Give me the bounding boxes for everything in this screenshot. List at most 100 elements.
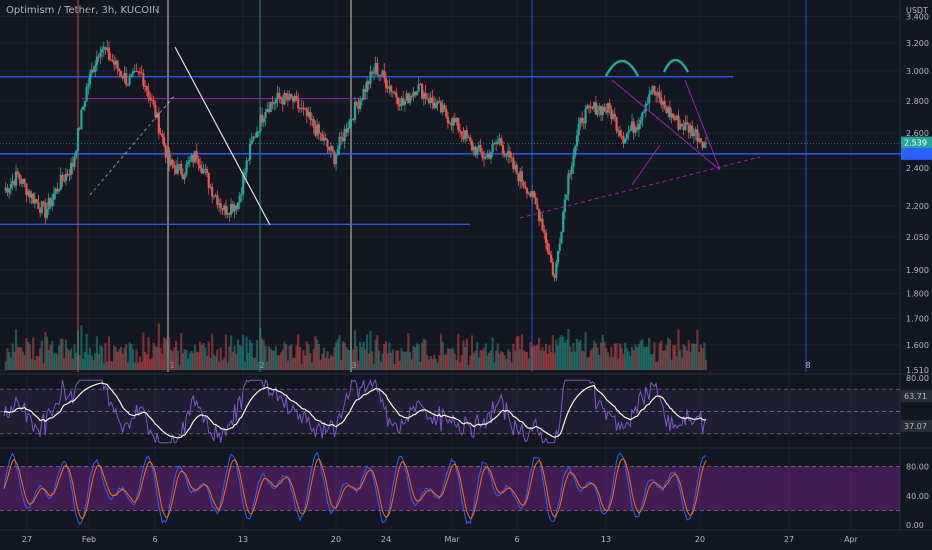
candle-body[interactable] (472, 146, 475, 151)
candle-body[interactable] (87, 84, 90, 88)
candle-body[interactable] (525, 188, 529, 194)
candle-body[interactable] (59, 174, 62, 190)
candle-body[interactable] (376, 62, 379, 76)
rsi-ma-line[interactable] (3, 382, 707, 439)
candle-body[interactable] (68, 174, 71, 176)
candle-body[interactable] (360, 99, 363, 101)
candle-body[interactable] (54, 188, 57, 195)
candle-body[interactable] (353, 101, 357, 120)
candle-body[interactable] (269, 102, 272, 113)
candle-body[interactable] (348, 119, 351, 128)
candle-body[interactable] (579, 118, 582, 124)
candle-body[interactable] (168, 150, 171, 166)
candle-body[interactable] (336, 149, 339, 155)
candle-body[interactable] (470, 141, 474, 151)
candle-body[interactable] (305, 108, 308, 117)
candle-body[interactable] (247, 159, 250, 161)
candle-body[interactable] (555, 262, 558, 278)
candle-body[interactable] (233, 205, 236, 212)
candle-body[interactable] (224, 205, 228, 215)
candle-body[interactable] (304, 108, 307, 110)
candle-body[interactable] (548, 251, 551, 255)
candle-body[interactable] (231, 204, 234, 212)
stoch-pane[interactable] (0, 451, 900, 526)
candle-body[interactable] (651, 86, 654, 92)
candle-body[interactable] (20, 179, 23, 184)
candle-body[interactable] (199, 164, 202, 169)
candle-body[interactable] (329, 146, 333, 151)
candle-body[interactable] (615, 116, 618, 131)
candle-body[interactable] (260, 114, 264, 123)
candle-body[interactable] (51, 199, 54, 207)
candle-body[interactable] (290, 94, 293, 98)
candle-body[interactable] (113, 61, 116, 65)
candle-body[interactable] (271, 102, 274, 104)
stoch-d-line[interactable] (3, 458, 707, 520)
candle-body[interactable] (37, 202, 40, 210)
candle-body[interactable] (30, 193, 33, 198)
candle-body[interactable] (687, 124, 690, 133)
candle-body[interactable] (274, 99, 277, 104)
rsi-pane[interactable] (0, 378, 900, 444)
candle-body[interactable] (180, 163, 183, 175)
candle-body[interactable] (345, 128, 348, 133)
candle-body[interactable] (379, 74, 382, 76)
candle-body[interactable] (515, 164, 518, 174)
rsi-line[interactable] (3, 378, 707, 444)
candle-body[interactable] (61, 174, 64, 181)
candle-body[interactable] (558, 243, 561, 251)
candle-body[interactable] (415, 91, 419, 96)
candle-body[interactable] (279, 97, 283, 100)
candle-body[interactable] (178, 163, 181, 165)
candle-body[interactable] (314, 127, 317, 136)
candle-body[interactable] (23, 178, 26, 184)
candle-body[interactable] (704, 142, 708, 144)
candle-body[interactable] (362, 88, 365, 100)
candle-body[interactable] (486, 154, 489, 157)
candle-body[interactable] (181, 174, 185, 180)
candle-body[interactable] (613, 114, 616, 117)
candle-body[interactable] (267, 109, 271, 113)
candle-body[interactable] (536, 204, 539, 210)
candle-body[interactable] (317, 124, 320, 134)
candle-body[interactable] (161, 134, 164, 137)
candle-body[interactable] (431, 97, 434, 103)
candle-body[interactable] (703, 142, 706, 148)
candle-body[interactable] (634, 127, 637, 133)
candle-body[interactable] (273, 103, 276, 105)
candle-body[interactable] (131, 71, 135, 74)
candle-body[interactable] (374, 62, 377, 73)
candle-body[interactable] (340, 136, 343, 138)
candle-body[interactable] (94, 65, 97, 73)
candle-body[interactable] (307, 111, 310, 117)
candle-body[interactable] (520, 171, 523, 182)
candle-body[interactable] (407, 93, 410, 104)
candle-body[interactable] (283, 92, 286, 105)
candle-body[interactable] (204, 169, 207, 171)
candle-body[interactable] (202, 169, 205, 174)
candle-body[interactable] (426, 98, 429, 100)
candle-body[interactable] (156, 112, 159, 118)
candle-body[interactable] (649, 91, 653, 95)
candle-body[interactable] (104, 47, 107, 51)
candle-body[interactable] (8, 188, 11, 193)
candle-body[interactable] (384, 77, 388, 88)
candle-body[interactable] (627, 131, 630, 134)
candle-body[interactable] (173, 164, 176, 168)
candle-body[interactable] (322, 137, 326, 141)
candle-body[interactable] (503, 153, 506, 156)
candle-body[interactable] (457, 117, 460, 131)
candle-body[interactable] (417, 84, 420, 92)
candle-body[interactable] (393, 91, 396, 93)
candle-body[interactable] (288, 94, 291, 100)
candle-body[interactable] (285, 92, 288, 97)
candle-body[interactable] (6, 187, 9, 193)
candle-body[interactable] (18, 174, 21, 180)
candle-body[interactable] (551, 262, 554, 276)
candle-body[interactable] (408, 96, 412, 104)
candle-body[interactable] (188, 160, 191, 162)
candle-body[interactable] (691, 125, 694, 136)
candle-body[interactable] (603, 106, 606, 112)
candle-body[interactable] (443, 105, 446, 109)
